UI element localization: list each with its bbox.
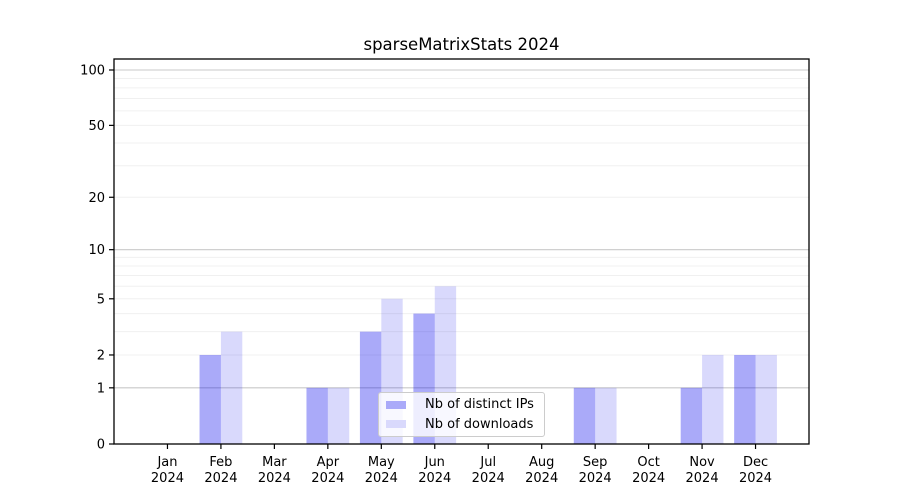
x-tick-label-month: Jun xyxy=(424,455,445,470)
y-tick-label: 10 xyxy=(88,243,105,258)
legend-label: Nb of distinct IPs xyxy=(425,397,534,413)
bar-sep-series0 xyxy=(573,387,596,444)
y-tick-label: 0 xyxy=(97,438,105,453)
chart-title: sparseMatrixStats 2024 xyxy=(363,35,560,54)
x-tick-label-year: 2024 xyxy=(525,471,558,486)
bar-dec-series0 xyxy=(734,354,756,444)
bar-apr-series1 xyxy=(327,387,350,444)
bar-may-series0 xyxy=(359,331,382,444)
x-tick-label-year: 2024 xyxy=(472,471,505,486)
x-tick-label-year: 2024 xyxy=(204,471,237,486)
x-tick-label-month: Apr xyxy=(317,455,340,470)
x-tick-label-year: 2024 xyxy=(686,471,719,486)
bar-nov-series0 xyxy=(680,387,703,444)
y-tick-label: 2 xyxy=(97,348,105,363)
y-tick-label: 1 xyxy=(97,381,105,396)
x-tick-label-month: Jan xyxy=(156,455,177,470)
x-tick-label-year: 2024 xyxy=(418,471,451,486)
x-tick-label-year: 2024 xyxy=(632,471,665,486)
bar-sep-series1 xyxy=(595,387,617,444)
x-tick-label-month: Mar xyxy=(262,455,287,470)
plot-frame xyxy=(113,58,810,445)
y-tick-label: 50 xyxy=(88,119,105,134)
x-tick-label-month: Oct xyxy=(637,455,659,470)
x-tick-label-year: 2024 xyxy=(258,471,291,486)
y-tick-label: 100 xyxy=(80,63,105,78)
x-tick-label-year: 2024 xyxy=(311,471,344,486)
legend: Nb of distinct IPs Nb of downloads xyxy=(378,392,545,437)
bar-dec-series1 xyxy=(755,354,777,444)
legend-label: Nb of downloads xyxy=(425,416,534,432)
x-tick-label-year: 2024 xyxy=(579,471,612,486)
legend-item-downloads: Nb of downloads xyxy=(385,415,538,435)
x-tick-label-year: 2024 xyxy=(151,471,184,486)
y-tick-label: 20 xyxy=(88,191,105,206)
x-tick-label-month: Feb xyxy=(209,455,232,470)
bar-feb-series1 xyxy=(220,331,243,444)
x-tick-label-month: Nov xyxy=(689,455,715,470)
x-tick-label-year: 2024 xyxy=(739,471,772,486)
y-tick-label: 5 xyxy=(97,292,105,307)
legend-swatch-downloads xyxy=(386,420,406,429)
x-tick-label-month: Dec xyxy=(743,455,768,470)
bar-nov-series1 xyxy=(702,354,724,444)
bar-feb-series0 xyxy=(199,354,221,444)
legend-item-distinct-ips: Nb of distinct IPs xyxy=(385,395,538,415)
x-tick-label-month: Sep xyxy=(583,455,608,470)
bar-apr-series0 xyxy=(306,387,328,444)
legend-swatch-distinct-ips xyxy=(386,400,406,409)
x-tick-label-month: Jul xyxy=(479,455,496,470)
x-tick-label-month: May xyxy=(368,455,395,470)
x-tick-label-year: 2024 xyxy=(365,471,398,486)
x-tick-label-month: Aug xyxy=(529,455,554,470)
